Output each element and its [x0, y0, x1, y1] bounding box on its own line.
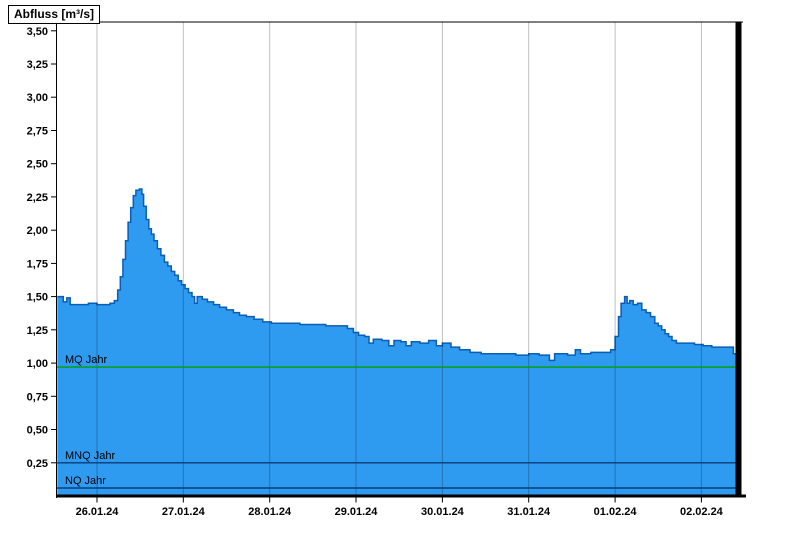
y-tick-label: 0,25	[27, 458, 48, 470]
x-tick-label: 29.01.24	[335, 506, 379, 518]
y-tick-label: 2,75	[27, 126, 48, 138]
x-tick-label: 02.02.24	[680, 506, 724, 518]
x-tick-label: 27.01.24	[162, 506, 206, 518]
series-outline	[57, 188, 740, 362]
x-tick-label: 31.01.24	[507, 506, 551, 518]
y-tick-label: 3,00	[27, 92, 48, 104]
y-tick-label: 1,50	[27, 292, 48, 304]
ref-label-mnq-jahr: MNQ Jahr	[65, 450, 115, 462]
y-axis-title: Abfluss [m³/s]	[8, 5, 101, 24]
y-tick-label: 3,25	[27, 59, 48, 71]
x-tick-label: 28.01.24	[248, 506, 292, 518]
area-series	[57, 189, 741, 496]
y-tick-label: 0,75	[27, 391, 48, 403]
x-tick-label: 01.02.24	[594, 506, 638, 518]
ref-label-mq-jahr: MQ Jahr	[65, 354, 108, 366]
x-axis-line	[56, 494, 746, 498]
y-tick-label: 2,00	[27, 225, 48, 237]
y-tick-label: 1,75	[27, 258, 48, 270]
y-tick-label: 1,00	[27, 358, 48, 370]
y-tick-label: 3,50	[27, 26, 48, 38]
x-tick-label: 30.01.24	[421, 506, 465, 518]
ref-label-nq-jahr: NQ Jahr	[65, 475, 106, 487]
y-tick-label: 1,25	[27, 325, 48, 337]
y-tick-label: 2,50	[27, 159, 48, 171]
y-tick-label: 0,50	[27, 425, 48, 437]
y-tick-label: 2,25	[27, 192, 48, 204]
x-tick-label: 26.01.24	[76, 506, 120, 518]
right-axis-bar	[735, 22, 742, 498]
